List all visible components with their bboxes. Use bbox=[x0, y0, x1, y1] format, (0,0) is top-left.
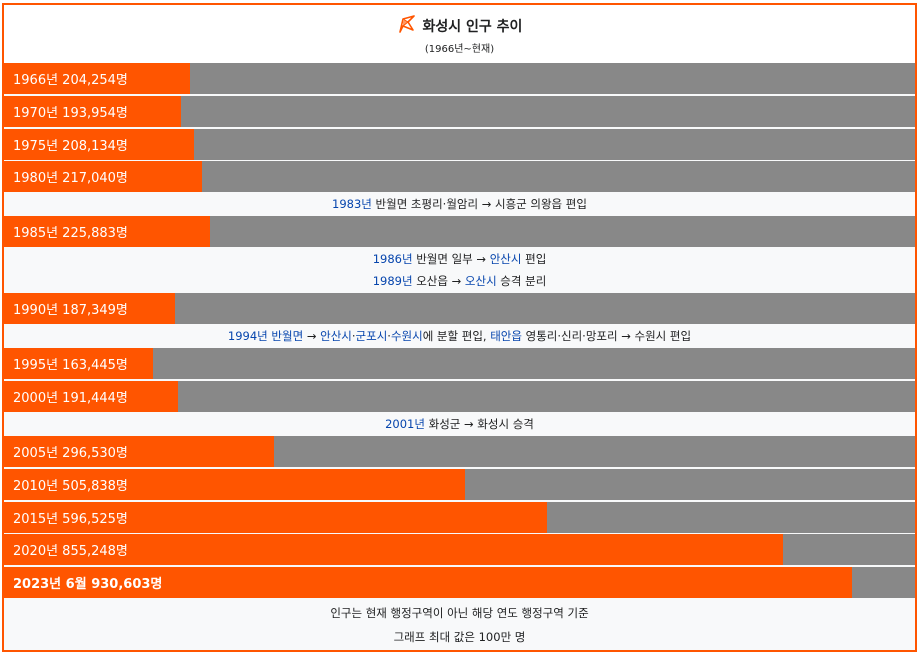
event-1983: 1983년 반월면 초평리·월암리 → 시흥군 의왕읍 편입 bbox=[4, 193, 915, 215]
chart-subtitle: (1966년~현재) bbox=[424, 44, 495, 55]
link-ansan-1986[interactable]: 안산시 bbox=[489, 252, 522, 266]
bar-label-1995: 1995년 163,445명 bbox=[13, 358, 128, 373]
bar-row-2020: 2020년 855,248명 bbox=[4, 534, 915, 565]
bar-2020 bbox=[4, 534, 784, 565]
link-taean[interactable]: 태안읍 bbox=[490, 329, 522, 343]
chart-title: 화성시 인구 추이 bbox=[422, 19, 523, 35]
link-1986[interactable]: 1986년 bbox=[372, 252, 413, 266]
bar-label-2000: 2000년 191,444명 bbox=[13, 391, 128, 406]
bar-row-2023: 2023년 6월 930,603명 bbox=[4, 567, 915, 598]
event-1989-text-a: 오산읍 → bbox=[412, 274, 465, 288]
link-suwon[interactable]: 수원시 bbox=[390, 329, 423, 343]
link-ansan-1994[interactable]: 안산시 bbox=[320, 329, 352, 343]
event-1994-text-a: 에 분할 편입, bbox=[422, 329, 491, 343]
link-gunpo[interactable]: 군포시 bbox=[355, 329, 388, 343]
bar-row-1975: 1975년 208,134명 bbox=[4, 129, 915, 160]
bar-row-2010: 2010년 505,838명 bbox=[4, 469, 915, 500]
footer-note-basis: 인구는 현재 행정구역이 아닌 해당 연도 행정구역 기준 bbox=[330, 606, 589, 620]
bar-1990 bbox=[4, 293, 175, 324]
bar-label-2005: 2005년 296,530명 bbox=[13, 446, 128, 461]
bar-2015 bbox=[4, 502, 548, 533]
event-1986-text-a: 반월면 일부 → bbox=[412, 252, 490, 266]
bar-label-1980: 1980년 217,040명 bbox=[13, 171, 128, 186]
bar-label-2020: 2020년 855,248명 bbox=[13, 544, 128, 559]
event-1983-text: 반월면 초평리·월암리 → 시흥군 의왕읍 편입 bbox=[371, 197, 587, 211]
bar-1966 bbox=[4, 63, 191, 94]
bar-label-1975: 1975년 208,134명 bbox=[13, 139, 128, 154]
event-1994-text-b: 영통리·신리·망포리 → 수원시 편입 bbox=[521, 329, 692, 343]
bar-row-2005: 2005년 296,530명 bbox=[4, 436, 915, 467]
event-1994-arrow: → bbox=[303, 329, 321, 343]
bar-2010 bbox=[4, 469, 465, 500]
event-1986-1989: 1986년 반월면 일부 → 안산시 편입 1989년 오산읍 → 오산시 승격… bbox=[4, 248, 915, 292]
bar-1970 bbox=[4, 96, 181, 127]
link-1989[interactable]: 1989년 bbox=[372, 274, 413, 288]
event-1994: 1994년 반월면 → 안산시·군포시·수원시에 분할 편입, 태안읍 영통리·… bbox=[4, 325, 915, 347]
link-banwol[interactable]: 반월면 bbox=[271, 329, 304, 343]
flag-icon bbox=[397, 14, 417, 38]
link-1994[interactable]: 1994년 bbox=[227, 329, 268, 343]
event-2001: 2001년 화성군 → 화성시 승격 bbox=[4, 413, 915, 435]
link-1983[interactable]: 1983년 bbox=[332, 197, 372, 211]
bar-1980 bbox=[4, 161, 202, 192]
bar-label-2015: 2015년 596,525명 bbox=[13, 512, 128, 527]
bar-label-1990: 1990년 187,349명 bbox=[13, 303, 128, 318]
event-2001-text: 화성군 → 화성시 승격 bbox=[424, 417, 534, 431]
bar-2005 bbox=[4, 436, 275, 467]
link-osan[interactable]: 오산시 bbox=[464, 274, 497, 288]
bar-label-1966: 1966년 204,254명 bbox=[13, 73, 128, 88]
bar-row-1990: 1990년 187,349명 bbox=[4, 293, 915, 324]
bar-label-1985: 1985년 225,883명 bbox=[13, 226, 128, 241]
bar-label-1970: 1970년 193,954명 bbox=[13, 106, 128, 121]
bar-label-2010: 2010년 505,838명 bbox=[13, 479, 128, 494]
bar-row-1980: 1980년 217,040명 bbox=[4, 161, 915, 192]
bar-label-2023: 2023년 6월 930,603명 bbox=[13, 577, 163, 592]
event-1994-sep1: · bbox=[351, 329, 356, 343]
bar-row-1995: 1995년 163,445명 bbox=[4, 348, 915, 379]
event-1994-sep2: · bbox=[387, 329, 391, 343]
population-chart-box: 화성시 인구 추이 (1966년~현재) 1966년 204,254명 1970… bbox=[2, 3, 917, 652]
event-1989-text-b: 승격 분리 bbox=[496, 274, 547, 288]
bar-2023 bbox=[4, 567, 852, 598]
bar-row-2015: 2015년 596,525명 bbox=[4, 502, 915, 533]
chart-header: 화성시 인구 추이 (1966년~현재) bbox=[4, 5, 915, 63]
bar-2000 bbox=[4, 381, 179, 412]
link-2001[interactable]: 2001년 bbox=[385, 417, 425, 431]
event-1986-text-b: 편입 bbox=[521, 252, 547, 266]
bar-1985 bbox=[4, 216, 210, 247]
bar-1995 bbox=[4, 348, 153, 379]
bar-1975 bbox=[4, 129, 194, 160]
bar-row-1985: 1985년 225,883명 bbox=[4, 216, 915, 247]
bar-row-1966: 1966년 204,254명 bbox=[4, 63, 915, 94]
bar-row-1970: 1970년 193,954명 bbox=[4, 96, 915, 127]
bar-row-2000: 2000년 191,444명 bbox=[4, 381, 915, 412]
chart-footer: 인구는 현재 행정구역이 아닌 해당 연도 행정구역 기준 그래프 최대 값은 … bbox=[4, 601, 915, 649]
footer-note-max: 그래프 최대 값은 100만 명 bbox=[393, 630, 526, 644]
